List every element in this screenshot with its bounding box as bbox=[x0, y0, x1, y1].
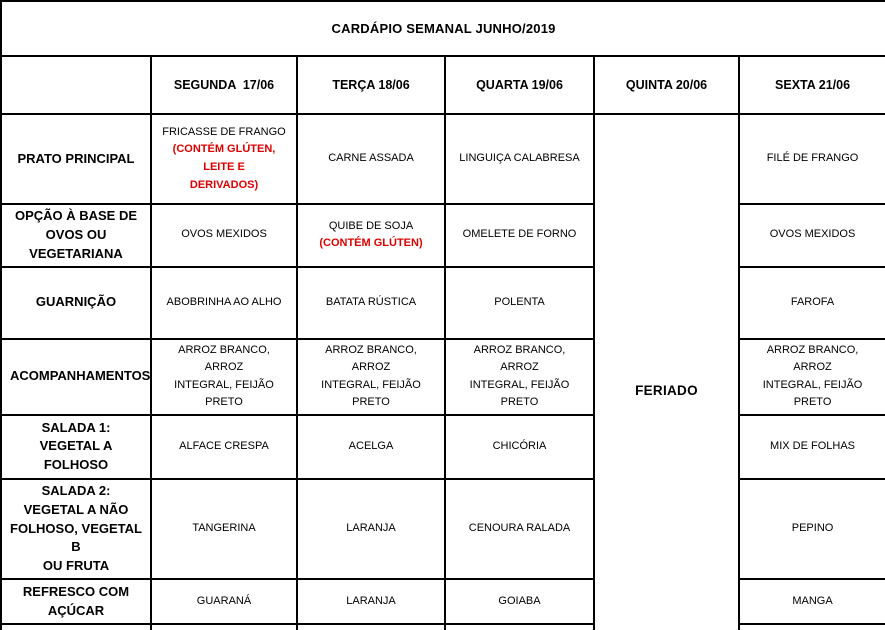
cell-acompanhamentos-segunda: ARROZ BRANCO, ARROZ INTEGRAL, FEIJÃO PRE… bbox=[150, 337, 298, 416]
dish-text: GOIABA bbox=[498, 594, 541, 607]
cell-guarnicao-segunda: ABOBRINHA AO ALHO bbox=[150, 265, 298, 340]
dish-text: CARNE ASSADA bbox=[328, 152, 414, 165]
row-label-refresco-sem-acucar: REFRESCO SEM AÇÚCAR bbox=[0, 623, 152, 630]
dish-text: GUARANÁ bbox=[196, 594, 252, 607]
cell-salada2-segunda: TANGERINA bbox=[150, 477, 298, 581]
dish-text: LINGUIÇA CALABRESA bbox=[459, 152, 580, 165]
row-label-opcao-vegetariana: OPÇÃO À BASE DE OVOS OU VEGETARIANA bbox=[0, 203, 152, 268]
cell-guarnicao-sexta: FAROFA bbox=[737, 265, 885, 340]
cell-acompanhamentos-terca: ARROZ BRANCO, ARROZ INTEGRAL, FEIJÃO PRE… bbox=[296, 337, 446, 416]
dish-text: CENOURA RALADA bbox=[468, 522, 571, 535]
dish-text: CHICÓRIA bbox=[492, 440, 547, 453]
cell-guarnicao-terca: BATATA RÚSTICA bbox=[296, 265, 446, 340]
cell-opcao-segunda: OVOS MEXIDOS bbox=[150, 203, 298, 268]
row-opcao-vegetariana: OPÇÃO À BASE DE OVOS OU VEGETARIANA OVOS… bbox=[0, 203, 885, 268]
cell-salada2-terca: LARANJA bbox=[296, 477, 446, 581]
cell-refresco-sem-terca: LIMÃO bbox=[296, 623, 446, 630]
cell-refresco-sem-quarta: CAJU bbox=[444, 623, 595, 630]
cell-prato-segunda: FRICASSE DE FRANGO (CONTÉM GLÚTEN, LEITE… bbox=[150, 113, 298, 205]
dish-text: LARANJA bbox=[346, 594, 396, 607]
dish-text: ARROZ BRANCO, ARROZ INTEGRAL, FEIJÃO PRE… bbox=[321, 343, 421, 409]
dish-text: OMELETE DE FORNO bbox=[462, 228, 577, 241]
cell-opcao-quarta: OMELETE DE FORNO bbox=[444, 203, 595, 268]
cell-prato-terca: CARNE ASSADA bbox=[296, 113, 446, 205]
dish-text: ALFACE CRESPA bbox=[179, 440, 269, 453]
dish-text: FRICASSE DE FRANGO bbox=[162, 125, 286, 138]
col-header-quarta: QUARTA 19/06 bbox=[444, 55, 595, 115]
cell-refresco-com-sexta: MANGA bbox=[737, 578, 885, 626]
cell-salada1-terca: ACELGA bbox=[296, 413, 446, 480]
dish-text: ARROZ BRANCO, ARROZ INTEGRAL, FEIJÃO PRE… bbox=[469, 343, 570, 409]
header-row: SEGUNDA 17/06 TERÇA 18/06 QUARTA 19/06 Q… bbox=[0, 55, 885, 115]
cell-prato-quarta: LINGUIÇA CALABRESA bbox=[444, 113, 595, 205]
cell-salada1-segunda: ALFACE CRESPA bbox=[150, 413, 298, 480]
cell-refresco-sem-sexta: ACEROLA bbox=[737, 623, 885, 630]
cell-opcao-sexta: OVOS MEXIDOS bbox=[737, 203, 885, 268]
dish-text: FILÉ DE FRANGO bbox=[766, 152, 859, 165]
row-label-guarnicao: GUARNIÇÃO bbox=[0, 265, 152, 340]
row-label-salada-2: SALADA 2: VEGETAL A NÃO FOLHOSO, VEGETAL… bbox=[0, 477, 152, 581]
dish-text: ARROZ BRANCO, ARROZ INTEGRAL, FEIJÃO PRE… bbox=[174, 343, 274, 409]
cell-refresco-com-terca: LARANJA bbox=[296, 578, 446, 626]
row-prato-principal: PRATO PRINCIPAL FRICASSE DE FRANGO (CONT… bbox=[0, 112, 885, 630]
row-acompanhamentos: ACOMPANHAMENTOS ARROZ BRANCO, ARROZ INTE… bbox=[0, 337, 885, 416]
dish-text: MIX DE FOLHAS bbox=[770, 440, 856, 453]
cell-quinta-feriado: FERIADO bbox=[593, 112, 740, 630]
row-refresco-sem-acucar: REFRESCO SEM AÇÚCAR MARACUJÁ LIMÃO CAJU … bbox=[0, 623, 885, 630]
dish-text: MANGA bbox=[792, 594, 833, 607]
cell-guarnicao-quarta: POLENTA bbox=[444, 265, 595, 340]
col-header-sexta: SEXTA 21/06 bbox=[737, 55, 885, 115]
row-label-refresco-com-acucar: REFRESCO COM AÇÚCAR bbox=[0, 578, 152, 626]
row-label-salada-1: SALADA 1: VEGETAL A FOLHOSO bbox=[0, 413, 152, 480]
cell-acompanhamentos-quarta: ARROZ BRANCO, ARROZ INTEGRAL, FEIJÃO PRE… bbox=[444, 337, 595, 416]
dish-text: ABOBRINHA AO ALHO bbox=[166, 295, 282, 308]
dish-text: BATATA RÚSTICA bbox=[325, 295, 417, 308]
cell-salada1-sexta: MIX DE FOLHAS bbox=[737, 413, 885, 480]
cell-opcao-terca: QUIBE DE SOJA (CONTÉM GLÚTEN) bbox=[296, 203, 446, 268]
cell-refresco-com-segunda: GUARANÁ bbox=[150, 578, 298, 626]
dish-text: FAROFA bbox=[790, 295, 835, 308]
dish-text: TANGERINA bbox=[192, 522, 256, 535]
cell-salada2-quarta: CENOURA RALADA bbox=[444, 477, 595, 581]
cell-acompanhamentos-sexta: ARROZ BRANCO, ARROZ INTEGRAL, FEIJÃO PRE… bbox=[737, 337, 885, 416]
dish-text: LARANJA bbox=[346, 522, 396, 535]
dish-text: ACELGA bbox=[348, 440, 394, 453]
dish-text: ARROZ BRANCO, ARROZ INTEGRAL, FEIJÃO PRE… bbox=[762, 343, 863, 409]
row-guarnicao: GUARNIÇÃO ABOBRINHA AO ALHO BATATA RÚSTI… bbox=[0, 265, 885, 340]
row-label-prato-principal: PRATO PRINCIPAL bbox=[0, 113, 152, 205]
allergen-note: (CONTÉM GLÚTEN) bbox=[319, 237, 423, 250]
cell-refresco-com-quarta: GOIABA bbox=[444, 578, 595, 626]
dish-text: OVOS MEXIDOS bbox=[769, 228, 856, 241]
cell-salada2-sexta: PEPINO bbox=[737, 477, 885, 581]
dish-text: QUIBE DE SOJA bbox=[328, 219, 414, 232]
page-title: CARDÁPIO SEMANAL JUNHO/2019 bbox=[0, 0, 885, 57]
col-header-quinta: QUINTA 20/06 bbox=[593, 55, 740, 115]
col-header-terca: TERÇA 18/06 bbox=[296, 55, 446, 115]
row-salada-2: SALADA 2: VEGETAL A NÃO FOLHOSO, VEGETAL… bbox=[0, 477, 885, 581]
row-refresco-com-acucar: REFRESCO COM AÇÚCAR GUARANÁ LARANJA GOIA… bbox=[0, 578, 885, 626]
corner-cell bbox=[0, 55, 152, 115]
row-label-acompanhamentos: ACOMPANHAMENTOS bbox=[0, 337, 152, 416]
allergen-note: (CONTÉM GLÚTEN, LEITE E DERIVADOS) bbox=[172, 143, 276, 191]
cell-salada1-quarta: CHICÓRIA bbox=[444, 413, 595, 480]
title-row: CARDÁPIO SEMANAL JUNHO/2019 bbox=[0, 0, 885, 57]
dish-text: OVOS MEXIDOS bbox=[181, 228, 267, 241]
row-salada-1: SALADA 1: VEGETAL A FOLHOSO ALFACE CRESP… bbox=[0, 413, 885, 480]
dish-text: POLENTA bbox=[494, 295, 545, 308]
cell-refresco-sem-segunda: MARACUJÁ bbox=[150, 623, 298, 630]
cell-prato-sexta: FILÉ DE FRANGO bbox=[737, 113, 885, 205]
col-header-segunda: SEGUNDA 17/06 bbox=[150, 55, 298, 115]
dish-text: PEPINO bbox=[791, 522, 834, 535]
